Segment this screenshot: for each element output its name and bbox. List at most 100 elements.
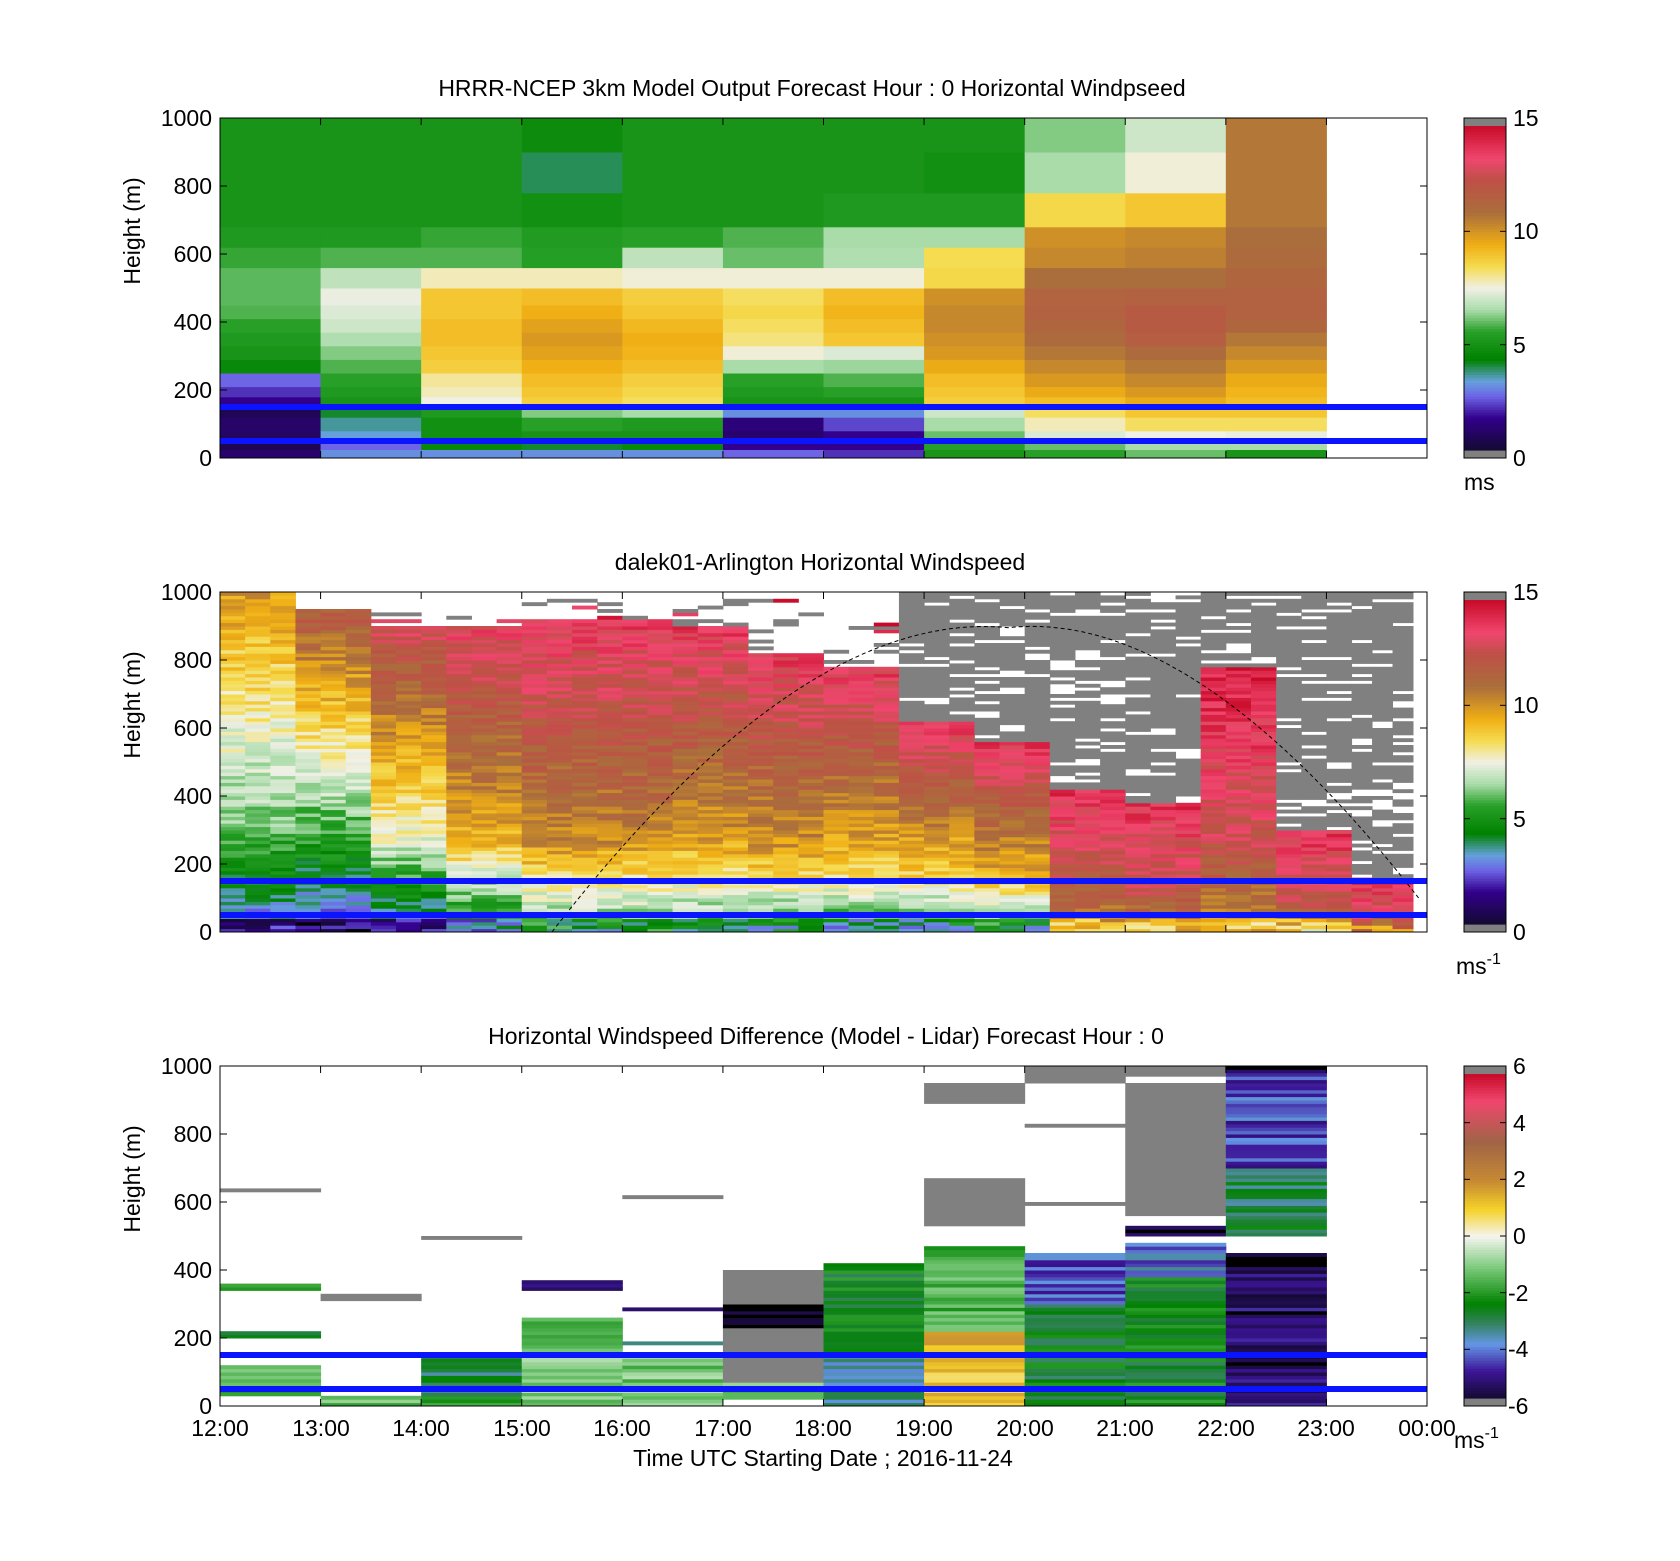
lidar-cell — [949, 789, 975, 794]
lidar-cell — [672, 925, 699, 930]
lidar-cell — [823, 918, 850, 923]
lidar-cell — [396, 853, 422, 858]
lidar-missing — [924, 643, 950, 647]
lidar-cell — [446, 836, 472, 841]
lidar-cell — [647, 813, 674, 817]
lidar-cell — [270, 666, 296, 671]
lidar-missing — [1276, 649, 1302, 654]
lidar-cell — [572, 823, 598, 828]
colorbar-step — [1464, 907, 1506, 912]
lidar-cell — [1250, 782, 1277, 787]
lidar-missing — [1351, 615, 1373, 620]
lidar-cell — [848, 928, 875, 933]
lidar-cell — [421, 928, 447, 933]
lidar-cell — [1200, 860, 1227, 865]
lidar-cell — [597, 683, 623, 688]
colorbar-step — [1464, 158, 1506, 162]
lidar-cell — [421, 792, 447, 797]
lidar-cell — [597, 901, 623, 906]
lidar-cell — [521, 711, 548, 715]
lidar-cell — [697, 768, 724, 773]
lidar-cell — [572, 921, 598, 926]
lidar-cell — [572, 843, 598, 848]
lidar-cell — [1301, 830, 1327, 834]
lidar-cell — [647, 670, 674, 675]
lidar-cell — [1100, 816, 1126, 821]
lidar-cell — [898, 813, 925, 817]
lidar-cell — [471, 670, 498, 675]
lidar-cell — [773, 864, 799, 868]
lidar-missing — [1326, 626, 1353, 630]
lidar-cell — [597, 792, 623, 797]
lidar-cell — [974, 816, 1001, 821]
lidar-cell — [1351, 887, 1373, 892]
lidar-cell — [748, 918, 774, 923]
lidar-cell — [1125, 850, 1151, 855]
lidar-cell — [1150, 870, 1177, 875]
lidar-cell — [1250, 728, 1277, 732]
lidar-cell — [848, 758, 875, 763]
lidar-missing — [1351, 765, 1373, 770]
lidar-cell — [798, 751, 824, 756]
colorbar-step — [1464, 309, 1506, 313]
lidar-missing — [1100, 690, 1126, 695]
lidar-cell — [320, 745, 347, 749]
lidar-cell — [848, 666, 875, 671]
lidar-cell — [798, 921, 824, 926]
lidar-cell — [722, 639, 749, 644]
lidar-missing — [974, 595, 1001, 600]
lidar-cell — [773, 867, 799, 872]
lidar-missing — [1351, 830, 1373, 834]
lidar-cell — [521, 639, 548, 644]
lidar-cell — [220, 700, 246, 705]
lidar-cell — [220, 857, 246, 862]
lidar-cell — [924, 853, 950, 858]
lidar-cell — [873, 666, 900, 671]
lidar-cell — [1225, 806, 1252, 811]
lidar-cell — [421, 707, 447, 712]
lidar-missing — [1301, 653, 1327, 658]
lidar-cell — [1326, 898, 1353, 902]
lidar-cell — [773, 762, 799, 766]
lidar-cell — [220, 755, 246, 760]
model-cell — [722, 430, 824, 442]
lidar-cell — [1326, 908, 1353, 913]
lidar-cell — [295, 632, 322, 637]
lidar-cell — [748, 673, 774, 678]
lidar-cell — [773, 690, 799, 695]
lidar-cell — [1049, 796, 1076, 800]
lidar-cell — [572, 680, 598, 685]
lidar-missing — [1150, 663, 1177, 668]
lidar-missing — [1276, 632, 1302, 637]
lidar-missing — [1250, 626, 1277, 630]
lidar-cell — [647, 758, 674, 763]
lidar-cell — [370, 748, 397, 753]
lidar-cell — [1200, 887, 1227, 892]
colorbar-step — [1464, 139, 1506, 143]
lidar-cell — [597, 626, 623, 630]
lidar-cell — [1125, 833, 1151, 838]
lidar-cell — [572, 748, 598, 753]
lidar-cell — [521, 789, 548, 794]
lidar-cell — [597, 741, 623, 746]
lidar-cell — [295, 898, 322, 902]
lidar-cell — [521, 813, 548, 817]
lidar-cell — [647, 904, 674, 909]
lidar-cell — [974, 850, 1001, 855]
lidar-cell — [848, 762, 875, 766]
colorbar-step — [1464, 401, 1506, 405]
lidar-cell — [1392, 901, 1414, 906]
lidar-cell — [798, 755, 824, 760]
lidar-cell — [949, 918, 975, 923]
lidar-cell — [421, 853, 447, 858]
lidar-cell — [370, 867, 397, 872]
lidar-cell — [471, 680, 498, 685]
lidar-cell — [1276, 857, 1302, 862]
lidar-cell — [597, 894, 623, 899]
lidar-cell — [898, 898, 925, 902]
lidar-missing — [1351, 690, 1373, 695]
lidar-cell — [1250, 768, 1277, 773]
lidar-cell — [220, 799, 246, 804]
lidar-cell — [697, 806, 724, 811]
lidar-cell — [396, 874, 422, 879]
